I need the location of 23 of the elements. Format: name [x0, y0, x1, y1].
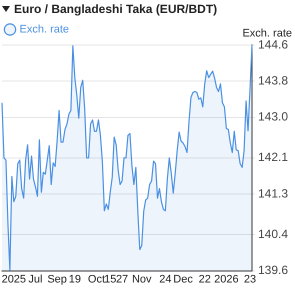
x-tick-label: Oct: [88, 273, 106, 286]
y-tick-label: 142.1: [258, 150, 288, 164]
y-tick-label: 144.6: [258, 37, 288, 52]
y-tick-label: 141.3: [258, 186, 288, 200]
x-tick-label: 23: [244, 273, 256, 286]
x-tick-label: 19: [68, 273, 81, 286]
x-tick-label: 15: [104, 273, 116, 286]
y-tick-label: 139.6: [258, 263, 288, 278]
x-tick-label: 27: [116, 273, 128, 286]
x-tick-label: Dec: [173, 273, 194, 286]
legend-label: Exch. rate: [20, 24, 70, 36]
chart-title: Euro / Bangladeshi Taka (EUR/BDT): [14, 2, 218, 16]
y-tick-label: 143.8: [258, 73, 288, 88]
x-tick-label: Jul: [28, 273, 42, 286]
x-tick-label: 2026: [214, 273, 239, 286]
x-tick-label: 24: [159, 273, 172, 286]
x-tick-label: Nov: [132, 273, 152, 286]
x-tick-label: 22: [198, 273, 211, 286]
x-tick-label: 2025: [2, 273, 26, 286]
y-tick-label: 140.4: [258, 226, 288, 241]
x-tick-label: Sep: [47, 273, 67, 286]
y-tick-label: 143.0: [258, 110, 288, 124]
y-axis-title: Exch. rate: [242, 28, 292, 40]
